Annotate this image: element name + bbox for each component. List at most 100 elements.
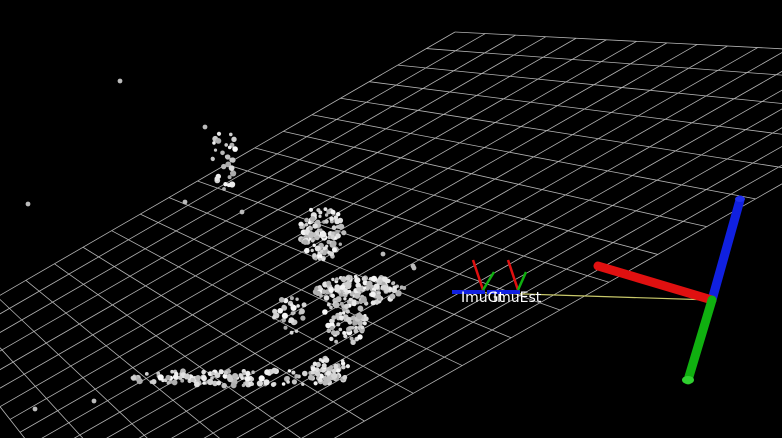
cloud-point <box>220 151 225 156</box>
cloud-point <box>291 311 295 315</box>
cloud-point <box>339 315 344 320</box>
cloud-point <box>259 375 265 381</box>
cloud-point <box>230 170 236 176</box>
cloud-point <box>277 308 283 314</box>
cloud-point <box>344 304 349 309</box>
cloud-point <box>239 373 243 377</box>
cloud-point <box>318 285 322 289</box>
cloud-point <box>350 340 355 345</box>
cloud-point <box>26 202 31 207</box>
cloud-point <box>318 211 322 215</box>
cloud-point <box>341 230 346 235</box>
cloud-point <box>370 285 374 289</box>
cloud-point <box>322 363 327 368</box>
cloud-point <box>348 290 352 294</box>
cloud-point <box>382 276 388 282</box>
cloud-point <box>326 371 331 376</box>
cloud-point <box>356 287 361 292</box>
cloud-point <box>290 296 294 300</box>
cloud-point <box>184 374 190 380</box>
cloud-point <box>312 223 317 228</box>
cloud-point <box>330 326 334 330</box>
cloud-point <box>150 380 154 384</box>
cloud-point <box>131 376 136 381</box>
cloud-point <box>183 200 188 205</box>
cloud-point <box>354 293 360 299</box>
cloud-point <box>250 382 254 386</box>
cloud-point <box>309 226 313 230</box>
cloud-point <box>331 315 336 320</box>
cloud-point <box>329 217 333 221</box>
cloud-point <box>33 407 38 412</box>
cloud-point <box>318 378 322 382</box>
cloud-point <box>319 228 322 231</box>
cloud-point <box>202 381 205 384</box>
imu-est-label: ImuEst <box>493 290 542 306</box>
cloud-point <box>246 372 250 376</box>
cloud-point <box>346 364 350 368</box>
cloud-point <box>304 218 309 223</box>
cloud-point <box>272 309 277 314</box>
cloud-point <box>331 241 337 247</box>
cloud-point <box>221 383 227 389</box>
cloud-point <box>349 298 352 301</box>
cloud-point <box>359 300 363 304</box>
cloud-point <box>342 331 346 335</box>
cloud-point <box>363 286 366 289</box>
cloud-point <box>341 365 346 370</box>
cloud-point <box>279 297 285 303</box>
cloud-point <box>381 252 386 257</box>
cloud-point <box>311 366 316 371</box>
cloud-point <box>324 295 330 301</box>
cloud-point <box>295 330 298 333</box>
cloud-point <box>245 376 251 382</box>
cloud-point <box>331 330 336 335</box>
cloud-point <box>329 337 333 341</box>
cloud-point <box>264 369 270 375</box>
cloud-point <box>242 372 245 375</box>
cloud-point <box>312 253 317 258</box>
cloud-point <box>217 132 221 136</box>
cloud-point <box>178 376 182 380</box>
cloud-point <box>203 125 208 130</box>
cloud-point <box>214 149 217 152</box>
cloud-point <box>339 312 343 316</box>
cloud-point <box>211 157 215 161</box>
cloud-point <box>321 232 327 238</box>
cloud-point <box>229 133 233 137</box>
cloud-point <box>284 326 288 330</box>
cloud-point <box>348 326 352 330</box>
cloud-point <box>362 276 367 281</box>
cloud-point <box>308 375 314 381</box>
cloud-point <box>194 382 200 388</box>
cloud-point <box>339 243 342 246</box>
cloud-point <box>336 368 340 372</box>
cloud-point <box>329 365 333 369</box>
cloud-point <box>332 225 337 230</box>
cloud-point <box>310 216 316 222</box>
cloud-point <box>224 371 228 375</box>
cloud-point <box>222 187 226 191</box>
cloud-point <box>231 383 237 389</box>
cloud-point <box>324 219 328 223</box>
cloud-point <box>361 326 365 330</box>
cloud-point <box>371 300 376 305</box>
cloud-point <box>331 210 336 215</box>
cloud-point <box>309 208 313 212</box>
cloud-point <box>232 373 238 379</box>
cloud-point <box>303 239 309 245</box>
cloud-point <box>343 297 346 300</box>
cloud-point <box>263 379 269 385</box>
cloud-point <box>158 374 164 380</box>
cloud-point <box>290 303 294 307</box>
cloud-point <box>331 278 334 281</box>
cloud-point <box>170 370 174 374</box>
cloud-point <box>412 266 417 271</box>
cloud-point <box>201 370 206 375</box>
cloud-point <box>227 183 231 187</box>
cloud-point <box>318 215 321 218</box>
cloud-point <box>332 369 337 374</box>
cloud-point <box>321 257 325 261</box>
